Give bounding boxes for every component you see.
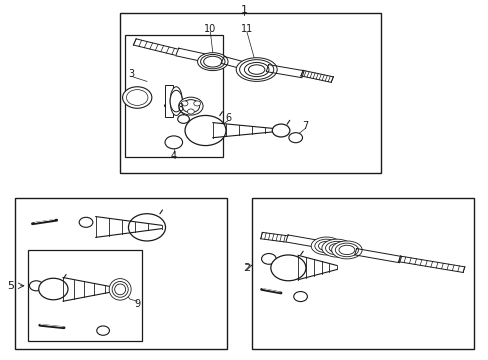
Ellipse shape (236, 58, 277, 81)
Ellipse shape (335, 243, 358, 257)
Bar (164, 85, 172, 117)
Ellipse shape (314, 239, 337, 253)
Ellipse shape (310, 237, 341, 255)
Ellipse shape (318, 241, 334, 251)
Ellipse shape (112, 282, 128, 297)
Text: 11: 11 (240, 24, 253, 35)
Ellipse shape (200, 54, 224, 69)
Circle shape (187, 109, 194, 114)
Circle shape (184, 116, 225, 145)
Circle shape (288, 133, 302, 143)
Text: 6: 6 (225, 113, 231, 123)
Ellipse shape (170, 87, 182, 116)
Circle shape (272, 124, 289, 137)
Polygon shape (175, 48, 206, 62)
Ellipse shape (244, 62, 268, 77)
Ellipse shape (325, 241, 348, 255)
Circle shape (293, 292, 307, 302)
Ellipse shape (109, 279, 131, 300)
Circle shape (193, 101, 200, 106)
Bar (15, 198, 227, 348)
Ellipse shape (338, 245, 354, 255)
Ellipse shape (331, 241, 362, 259)
Polygon shape (266, 65, 304, 78)
Text: 10: 10 (204, 24, 216, 35)
Text: 2: 2 (243, 263, 249, 273)
Circle shape (122, 87, 152, 108)
Text: 9: 9 (134, 299, 140, 309)
Text: 3: 3 (128, 69, 134, 79)
Polygon shape (63, 278, 115, 301)
Circle shape (164, 136, 182, 149)
Circle shape (177, 115, 189, 123)
Polygon shape (221, 57, 250, 71)
Text: 7: 7 (302, 121, 308, 131)
Circle shape (128, 214, 165, 241)
Ellipse shape (115, 284, 125, 295)
Ellipse shape (197, 53, 227, 71)
Ellipse shape (321, 239, 352, 257)
Ellipse shape (203, 56, 222, 67)
Circle shape (181, 101, 187, 106)
Bar (27, 250, 142, 341)
Text: 1: 1 (241, 5, 247, 15)
Polygon shape (298, 255, 336, 280)
Text: 5: 5 (7, 281, 14, 291)
Bar (125, 35, 222, 157)
Ellipse shape (328, 243, 345, 253)
Ellipse shape (248, 65, 264, 74)
Polygon shape (96, 217, 161, 237)
Ellipse shape (239, 60, 273, 80)
Polygon shape (285, 235, 318, 247)
Circle shape (270, 255, 305, 281)
Circle shape (97, 326, 109, 335)
Circle shape (182, 100, 199, 113)
Ellipse shape (170, 90, 182, 112)
Circle shape (39, 278, 68, 300)
Polygon shape (212, 123, 278, 138)
Text: 4: 4 (170, 150, 177, 161)
Bar (251, 198, 473, 348)
Bar (120, 13, 380, 173)
Circle shape (261, 253, 276, 264)
Circle shape (178, 97, 203, 115)
Circle shape (29, 281, 43, 291)
Circle shape (79, 217, 93, 227)
Text: 8: 8 (177, 103, 183, 113)
Polygon shape (354, 249, 401, 263)
